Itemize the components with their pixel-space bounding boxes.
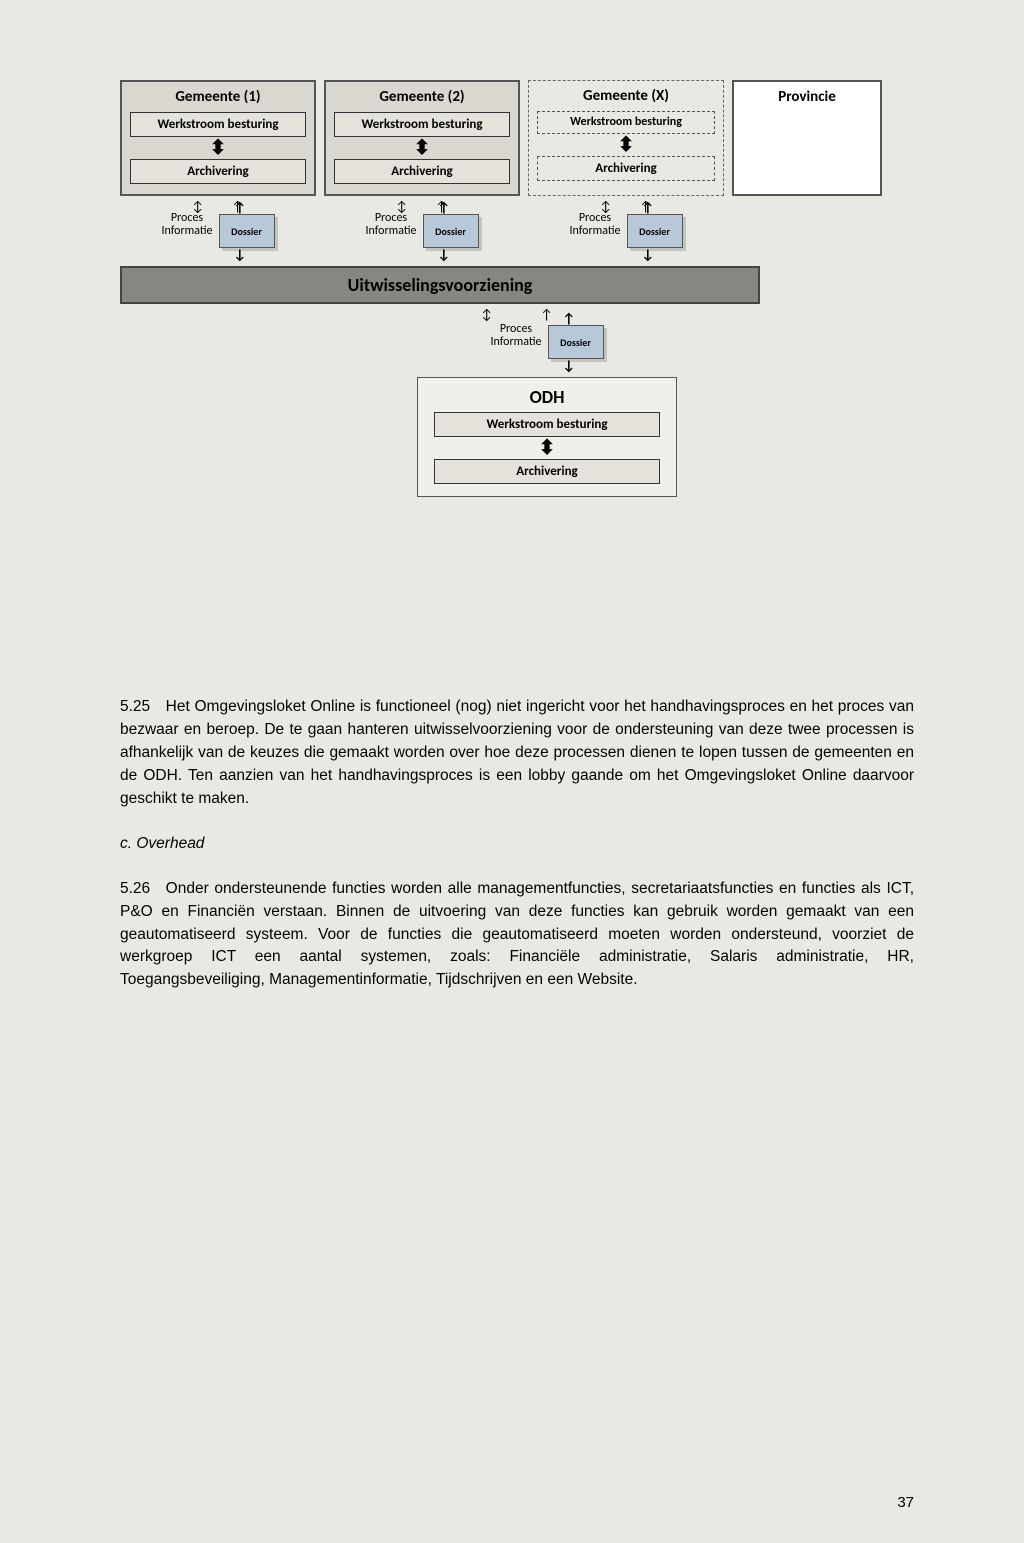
double-arrow-icon: ⬍ [539, 439, 556, 457]
proces-informatie-label: Proces Informatie [490, 323, 541, 359]
informatie-text: Informatie [161, 224, 212, 238]
archivering-box-dashed: Archivering [537, 156, 715, 181]
informatie-text: Informatie [569, 224, 620, 238]
paragraph-5-26: 5.26 Onder ondersteunende functies worde… [120, 878, 914, 993]
arrows-icon: ↕↑ [457, 306, 577, 323]
paragraph-5-25: 5.25 Het Omgevingsloket Online is functi… [120, 696, 914, 811]
werkstroom-box: Werkstroom besturing [130, 112, 306, 137]
dossier-box: Dossier [627, 214, 683, 248]
proces-informatie-label: Proces Informatie [365, 212, 416, 237]
proces-informatie-label: Proces Informatie [569, 212, 620, 237]
proces-informatie-label: Proces Informatie [161, 212, 212, 237]
gemeente-1-title: Gemeente (1) [175, 88, 260, 106]
process-diagram: Gemeente (1) Werkstroom besturing ⬍ Arch… [120, 80, 914, 660]
informatie-text: Informatie [490, 335, 541, 349]
section-c-overhead: c. Overhead [120, 833, 914, 856]
odh-box: ODH Werkstroom besturing ⬍ Archivering [417, 377, 677, 497]
werkstroom-box-dashed: Werkstroom besturing [537, 111, 715, 134]
document-page: Gemeente (1) Werkstroom besturing ⬍ Arch… [0, 0, 1024, 1543]
gemeente-2-box: Gemeente (2) Werkstroom besturing ⬍ Arch… [324, 80, 520, 196]
page-number: 37 [897, 1494, 914, 1511]
uitwisselings-bar: Uitwisselingsvoorziening [120, 266, 760, 304]
archivering-box: Archivering [130, 159, 306, 184]
below-bar-group: ↕↑ Proces Informatie Dossier ODH Werkstr… [120, 304, 914, 497]
odh-title: ODH [530, 386, 565, 408]
dossier-box: Dossier [548, 325, 604, 359]
proc-dossier-pair: Proces Informatie Dossier [490, 323, 603, 359]
gemeente-x-box: Gemeente (X) Werkstroom besturing ⬍ Arch… [528, 80, 724, 196]
gemeente-1-box: Gemeente (1) Werkstroom besturing ⬍ Arch… [120, 80, 316, 196]
diagram-top-row: Gemeente (1) Werkstroom besturing ⬍ Arch… [120, 80, 914, 196]
proc-dossier-pair: Proces Informatie Dossier [365, 212, 478, 248]
werkstroom-box: Werkstroom besturing [334, 112, 510, 137]
double-arrow-icon: ⬍ [210, 139, 227, 157]
double-arrow-icon: ⬍ [618, 136, 635, 154]
body-text: 5.25 Het Omgevingsloket Online is functi… [120, 696, 914, 992]
provincie-box: Provincie [732, 80, 882, 196]
dossier-box: Dossier [219, 214, 275, 248]
diagram-procdossier-row: Proces Informatie Dossier Proces Informa… [120, 212, 914, 248]
proc-dossier-pair: Proces Informatie Dossier [569, 212, 682, 248]
archivering-box: Archivering [334, 159, 510, 184]
proc-dossier-pair: Proces Informatie Dossier [161, 212, 274, 248]
dossier-box: Dossier [423, 214, 479, 248]
double-arrow-icon: ⬍ [414, 139, 431, 157]
informatie-text: Informatie [365, 224, 416, 238]
werkstroom-box: Werkstroom besturing [434, 412, 660, 437]
gemeente-2-title: Gemeente (2) [379, 88, 464, 106]
gemeente-x-title: Gemeente (X) [583, 87, 669, 105]
provincie-title: Provincie [778, 88, 836, 106]
archivering-box: Archivering [434, 459, 660, 484]
